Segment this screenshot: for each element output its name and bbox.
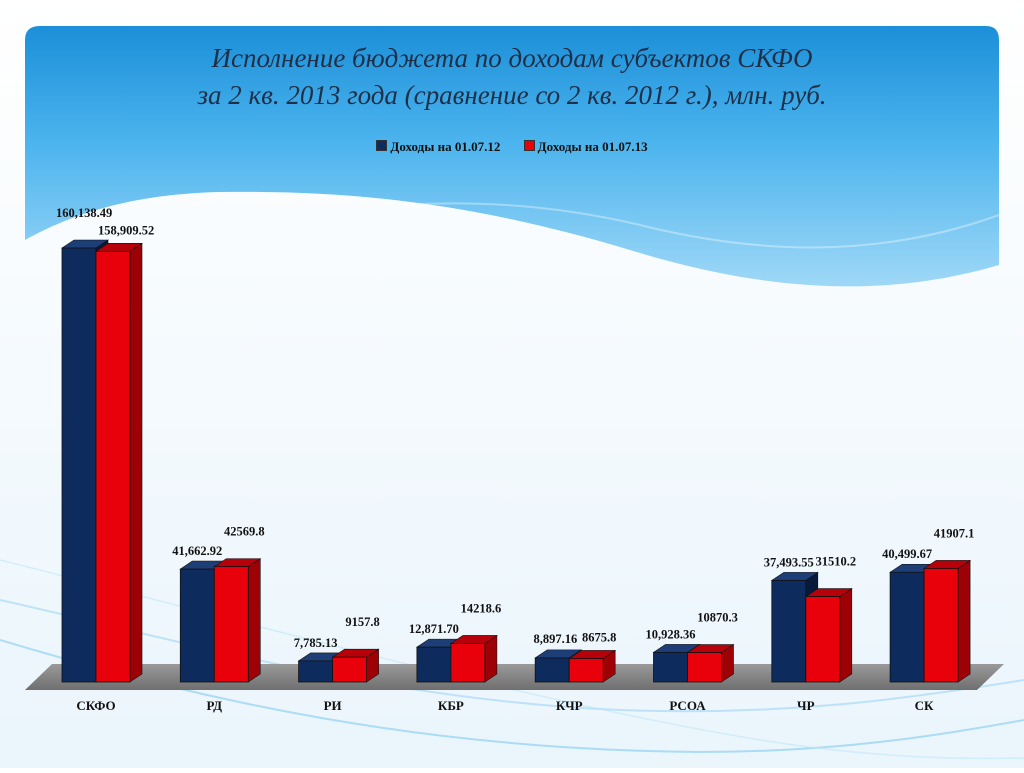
data-label-2013-7: 41907.1 (934, 526, 975, 540)
bar-2013-6 (805, 596, 841, 683)
bar-2013-1-side (248, 558, 261, 683)
data-label-2012-0: 160,138.49 (56, 206, 112, 220)
bar-2012-4 (534, 657, 570, 683)
bar-2013-4 (568, 658, 604, 683)
bar-2012-5 (653, 651, 688, 683)
data-label-2012-2: 7,785.13 (294, 636, 338, 650)
category-tick-label: РИ (324, 698, 342, 713)
data-label-2012-1: 41,662.92 (172, 544, 222, 558)
data-label-2013-4: 8675.8 (582, 630, 616, 644)
legend-swatch-2013 (523, 140, 535, 151)
category-tick-group: СКФО РД РИ КБР КЧР РСОА ЧР СК (76, 698, 934, 713)
category-tick-label: РД (207, 698, 223, 713)
legend-label-2013: Доходы на 01.07.13 (537, 139, 648, 154)
decorative-wave-line (0, 599, 1024, 713)
bar-2012-7 (889, 571, 925, 683)
data-label-2012-6: 37,493.55 (764, 555, 814, 569)
bar-2013-6-side (839, 588, 853, 683)
bar-2013-1 (213, 566, 249, 683)
bar-2013-2 (332, 656, 368, 683)
data-label-2013-3: 14218.6 (461, 601, 502, 615)
decorative-wave-line (399, 202, 1000, 249)
data-label-2012-3: 12,871.70 (409, 622, 459, 636)
data-label-2013-0: 158,909.52 (98, 223, 154, 237)
category-tick-label: ЧР (797, 698, 815, 713)
data-label-2013-5: 10870.3 (697, 611, 738, 625)
bar-2012-3 (416, 646, 452, 683)
chart-title: Исполнение бюджета по доходам субъектов … (0, 40, 1024, 114)
bar-2012-6 (771, 579, 807, 683)
legend-swatch-2012 (376, 140, 388, 151)
bar-2012-1 (179, 568, 215, 683)
legend-item-2012: Доходы на 01.07.12 (376, 139, 500, 155)
legend-item-2013: Доходы на 01.07.13 (523, 139, 648, 155)
chart-legend: Доходы на 01.07.12 Доходы на 01.07.13 (0, 139, 1024, 155)
data-label-2012-7: 40,499.67 (882, 547, 932, 561)
data-label-2012-5: 10,928.36 (646, 627, 696, 641)
bar-2013-3 (450, 643, 486, 683)
bar-2013-0 (95, 250, 131, 683)
category-tick-label: РСОА (669, 698, 706, 713)
bar-2013-7-side (957, 559, 971, 683)
data-label-2013-2: 9157.8 (345, 615, 379, 629)
data-label-2012-4: 8,897.16 (533, 632, 577, 646)
chart-floor (25, 664, 1004, 690)
data-label-2013-1: 42569.8 (224, 525, 265, 539)
bar-2012-0 (61, 247, 97, 683)
chart-title-line-2: за 2 кв. 2013 года (сравнение со 2 кв. 2… (197, 80, 827, 110)
bar-2013-5 (687, 652, 722, 683)
bar-2013-0-side (129, 242, 143, 683)
chart-title-line-1: Исполнение бюджета по доходам субъектов … (211, 43, 813, 73)
header-wave-band (25, 26, 999, 287)
data-label-2013-6: 31510.2 (815, 555, 856, 569)
category-tick-label: СКФО (76, 698, 115, 713)
category-tick-label: СК (915, 698, 934, 713)
legend-label-2012: Доходы на 01.07.12 (390, 139, 501, 154)
bar-2012-2 (298, 660, 334, 683)
category-tick-label: КБР (438, 698, 464, 713)
bar-group (61, 239, 972, 683)
category-tick-label: КЧР (556, 698, 583, 713)
bar-2013-7 (923, 568, 959, 683)
